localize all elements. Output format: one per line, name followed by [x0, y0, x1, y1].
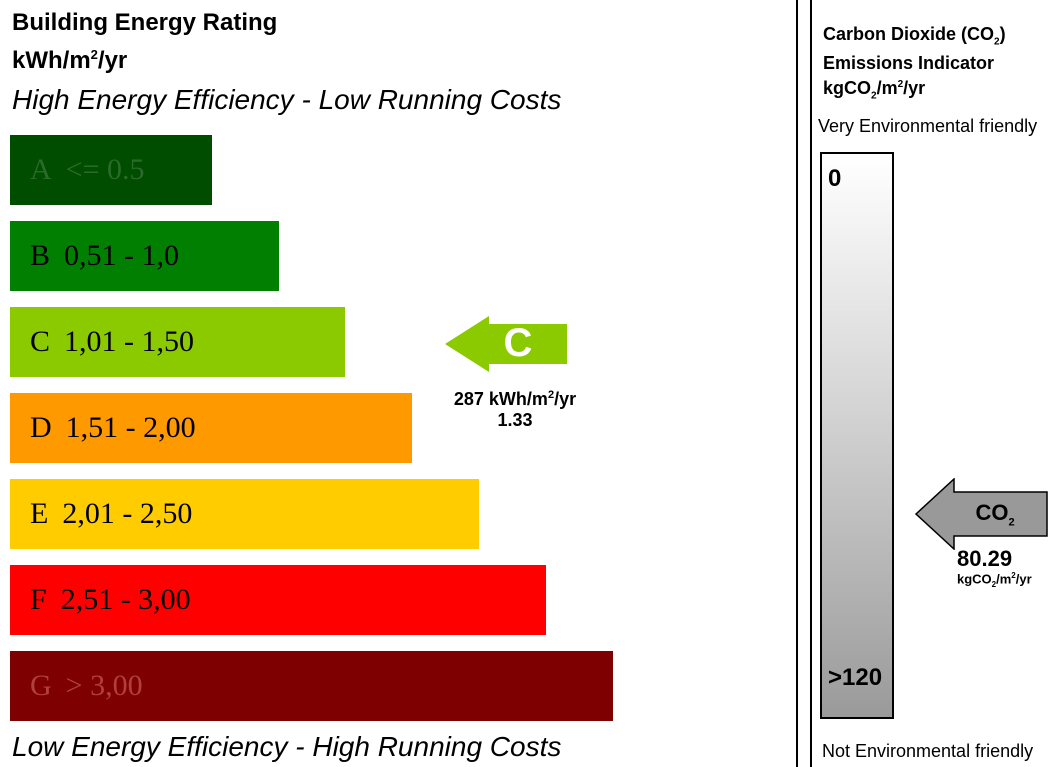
co2-value-unit-sub: 2 — [991, 579, 997, 589]
co2-title-sub: 2 — [994, 36, 1000, 48]
co2-value-unit-a: kgCO — [957, 571, 992, 587]
band-range: 2,51 - 3,00 — [60, 583, 191, 616]
band-c: C 1,01 - 1,50 — [10, 307, 345, 377]
band-d: D 1,51 - 2,00 — [10, 393, 412, 463]
band-g: G > 3,00 — [10, 651, 613, 721]
top-tagline: High Energy Efficiency - Low Running Cos… — [12, 84, 562, 115]
co2-arrow-sub: 2 — [1008, 516, 1015, 529]
rating-kwh-sup: 2 — [547, 389, 555, 401]
co2-arrow-shape — [915, 478, 1048, 550]
co2-scale-min: 0 — [828, 165, 842, 192]
rating-unit-prefix: kWh/m — [12, 47, 91, 74]
co2-bottom-label: Not Environmental friendly — [822, 741, 1034, 761]
co2-arrow-text: CO — [975, 500, 1009, 525]
co2-top-label: Very Environmental friendly — [818, 116, 1038, 136]
band-range: > 3,00 — [65, 669, 143, 702]
band-range: <= 0.5 — [65, 153, 145, 186]
band-letter: B — [30, 239, 51, 272]
rating-unit: kWh/m2/yr — [12, 40, 127, 75]
co2-unit-c: /yr — [903, 77, 926, 98]
rating-kwh-suffix: /yr — [554, 389, 577, 409]
co2-value: 80.29 — [957, 546, 1013, 571]
co2-title: Carbon Dioxide (CO2) Emissions Indicator… — [823, 24, 1053, 106]
rating-value: 287 kWh/m2/yr 1.33 — [425, 385, 605, 431]
co2-scale-max: >120 — [828, 664, 883, 691]
co2-unit-sup: 2 — [897, 78, 904, 90]
band-letter: D — [30, 411, 52, 444]
co2-title-line2: Emissions Indicator — [823, 52, 995, 73]
rating-unit-sup: 2 — [90, 47, 98, 62]
co2-unit-a: kgCO — [823, 77, 872, 98]
bottom-tagline: Low Energy Efficiency - High Running Cos… — [12, 731, 562, 762]
co2-scale — [820, 152, 894, 719]
band-range: 2,01 - 2,50 — [62, 497, 193, 530]
co2-value-unit: kgCO2/m2/yr — [957, 571, 1032, 589]
co2-title-line1: Carbon Dioxide (CO2) — [823, 24, 1053, 53]
band-a: A <= 0.5 — [10, 135, 212, 205]
divider-left — [796, 0, 798, 767]
co2-arrow-icon — [915, 478, 1048, 550]
band-letter: A — [30, 153, 52, 186]
page-title: Building Energy Rating — [12, 9, 278, 36]
co2-title-text: Carbon Dioxide (CO — [823, 24, 995, 44]
rating-unit-suffix: /yr — [97, 47, 128, 74]
co2-unit-sub: 2 — [871, 90, 877, 102]
band-e: E 2,01 - 2,50 — [10, 479, 479, 549]
co2-unit-b: /m — [876, 77, 898, 98]
rating-letter: C — [503, 320, 533, 365]
band-range: 1,01 - 1,50 — [64, 325, 195, 358]
band-letter: E — [30, 497, 49, 530]
rating-kwh-prefix: 287 kWh/m — [453, 389, 548, 409]
co2-title-end: ) — [999, 24, 1006, 44]
band-range: 0,51 - 1,0 — [64, 239, 180, 272]
band-letter: C — [30, 325, 51, 358]
band-letter: G — [30, 669, 52, 702]
rating-arrow-icon — [445, 316, 567, 372]
band-letter: F — [30, 583, 47, 616]
rating-score: 1.33 — [497, 410, 533, 430]
band-range: 1,51 - 2,00 — [65, 411, 196, 444]
co2-value-unit-c: /yr — [1015, 571, 1032, 587]
co2-value-unit-sup: 2 — [1011, 571, 1016, 580]
rating-kwh: 287 kWh/m2/yr — [425, 385, 605, 410]
divider-right — [810, 0, 812, 767]
co2-value-unit-b: /m — [996, 571, 1012, 587]
band-b: B 0,51 - 1,0 — [10, 221, 279, 291]
co2-unit: kgCO2/m2/yr — [823, 74, 1053, 107]
rating-arrow-shape — [445, 316, 567, 372]
band-f: F 2,51 - 3,00 — [10, 565, 546, 635]
co2-arrow-label: CO2 — [945, 500, 1045, 528]
